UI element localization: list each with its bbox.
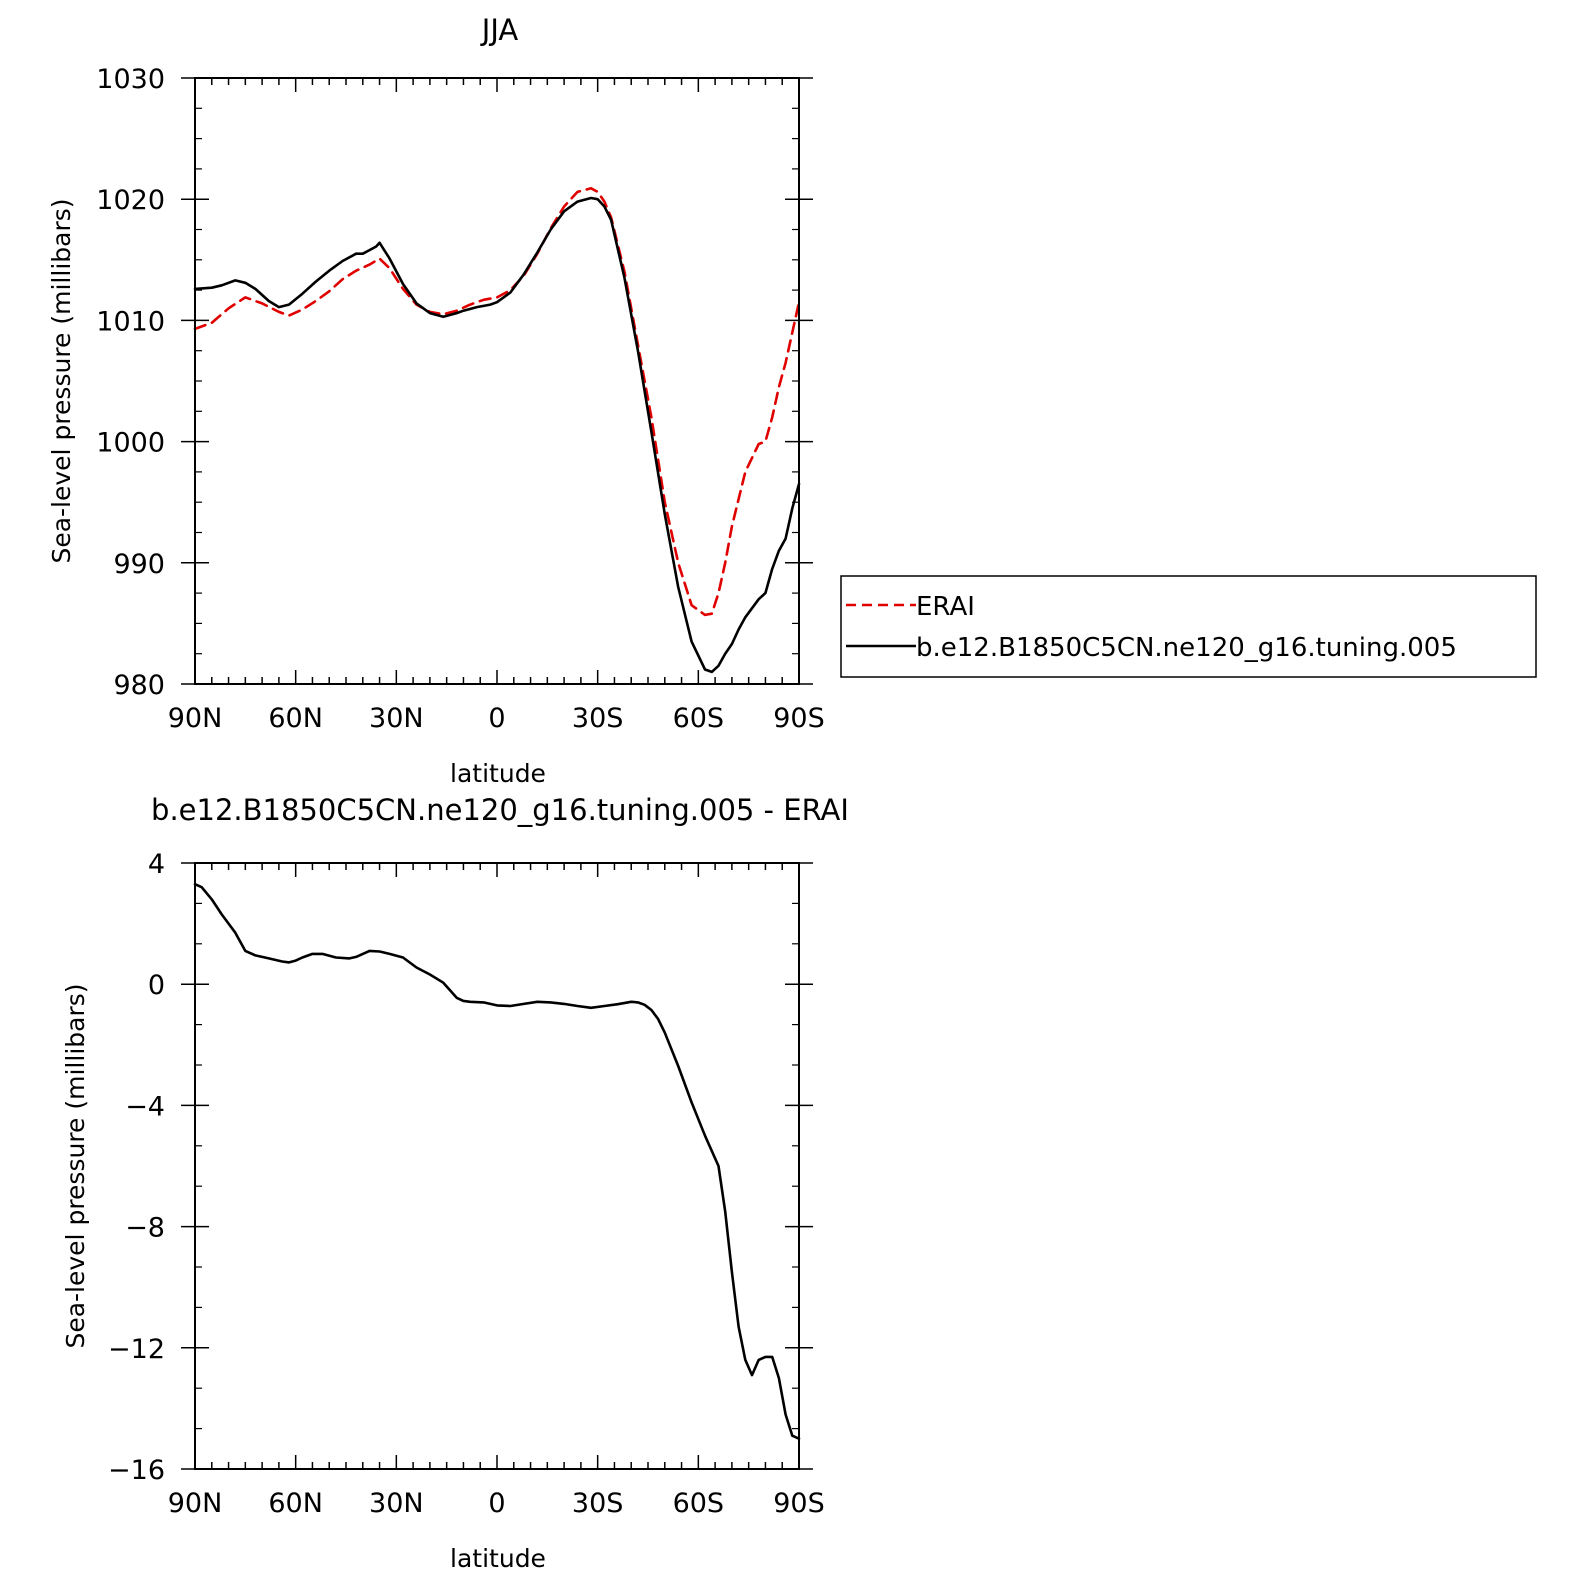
bottom-y-tick-label: −8 (125, 1213, 165, 1244)
bottom-y-tick-label: −4 (125, 1091, 165, 1122)
top-chart-panel: JJA Sea-level pressure (millibars) latit… (47, 13, 825, 788)
bottom-chart-title: b.e12.B1850C5CN.ne120_g16.tuning.005 - E… (151, 793, 849, 827)
top-series-line-erai (193, 187, 801, 617)
top-y-tick-label: 980 (113, 670, 165, 701)
top-plot-frame (194, 77, 800, 685)
bottom-plot-frame (194, 862, 800, 1470)
top-axes-ticks: 90N 60N 30N 0 30S 60S 90S 980 990 1000 1010 1020 103… (96, 64, 824, 734)
top-x-tick-label: 90S (773, 703, 825, 734)
top-y-tick-label: 1000 (96, 428, 165, 459)
bottom-x-tick-label: 60N (268, 1488, 323, 1519)
top-x-tick-label: 30S (572, 703, 624, 734)
bottom-y-tick-label: −12 (108, 1334, 165, 1365)
top-series-line-model (193, 196, 801, 674)
bottom-x-tick-label: 90N (168, 1488, 223, 1519)
bottom-y-tick-label: −16 (108, 1455, 165, 1486)
legend-erai-label: ERAI (916, 592, 975, 622)
top-chart-title: JJA (480, 13, 519, 47)
bottom-plot-lines (193, 882, 801, 1440)
legend: ERAI b.e12.B1850C5CN.ne120_g16.tuning.00… (840, 575, 1537, 678)
bottom-x-tick-label: 0 (488, 1488, 505, 1519)
bottom-x-axis-label: latitude (450, 1544, 546, 1573)
legend-model-label: b.e12.B1850C5CN.ne120_g16.tuning.005 (916, 633, 1457, 663)
bottom-x-tick-label: 30S (572, 1488, 624, 1519)
top-y-axis-label: Sea-level pressure (millibars) (47, 198, 76, 563)
top-y-tick-label: 1030 (96, 64, 165, 95)
top-y-tick-label: 1020 (96, 185, 165, 216)
bottom-y-axis-label: Sea-level pressure (millibars) (61, 983, 90, 1348)
bottom-y-tick-label: 4 (148, 849, 165, 880)
top-y-tick-label: 990 (113, 549, 165, 580)
bottom-axes-ticks: 90N 60N 30N 0 30S 60S 90S −16 −12 −8 −4 0 4 (108, 849, 825, 1519)
top-plot-lines (193, 187, 801, 674)
top-x-tick-label: 90N (168, 703, 223, 734)
bottom-series-line-difference (193, 882, 801, 1440)
top-y-tick-label: 1010 (96, 306, 165, 337)
legend-box (840, 575, 1537, 678)
top-x-tick-label: 60N (268, 703, 323, 734)
top-x-axis-label: latitude (450, 759, 546, 788)
bottom-chart-panel: b.e12.B1850C5CN.ne120_g16.tuning.005 - E… (61, 793, 849, 1573)
bottom-y-tick-label: 0 (148, 970, 165, 1001)
top-x-tick-label: 30N (369, 703, 424, 734)
bottom-x-tick-label: 30N (369, 1488, 424, 1519)
top-x-tick-label: 60S (673, 703, 725, 734)
top-x-tick-label: 0 (488, 703, 505, 734)
bottom-x-tick-label: 60S (673, 1488, 725, 1519)
bottom-x-tick-label: 90S (773, 1488, 825, 1519)
